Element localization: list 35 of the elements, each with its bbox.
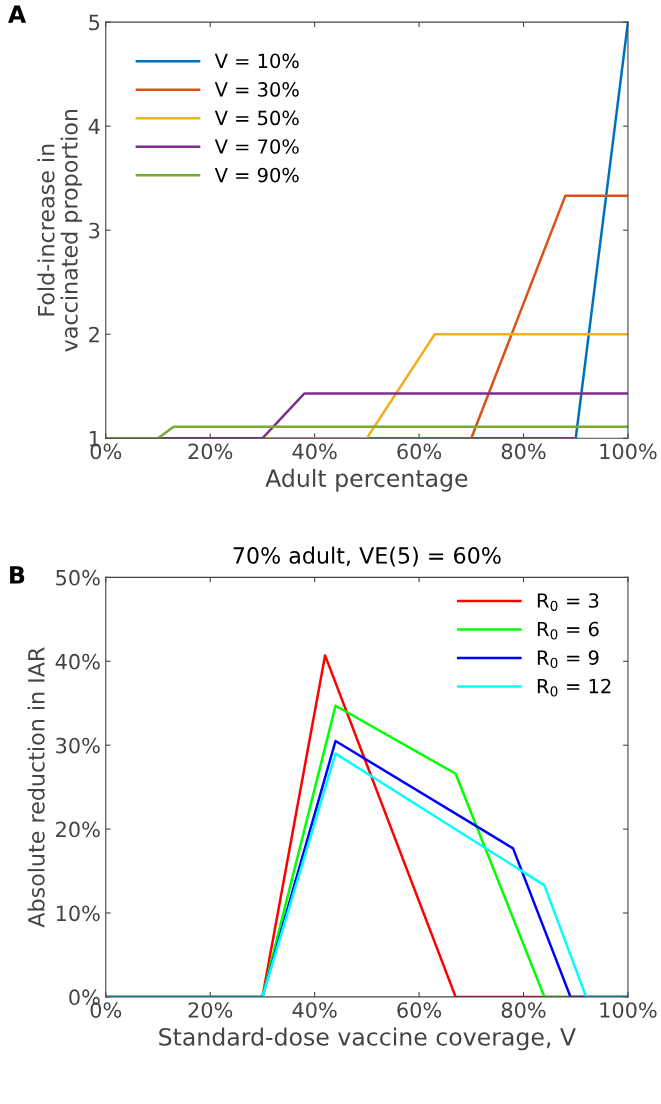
legend-label: V = 70% [214, 139, 299, 154]
legend-label: V = 10% [214, 53, 299, 69]
x-axis-title: Adult percentage [265, 468, 468, 492]
y-tick-label: 3 [89, 222, 100, 239]
x-tick-label: 40% [292, 1002, 337, 1018]
y-tick-label: 30% [56, 737, 100, 754]
legend-label: R$_{0}$ = 6 [537, 621, 599, 640]
text: A [8, 5, 27, 23]
y-axis-title: Absolute reduction in IAR [27, 647, 45, 928]
y-tick-label: 10% [56, 905, 100, 922]
legend-label: V = 50% [214, 110, 299, 126]
y-axis-title: Fold-increase in vaccinated proportion [37, 109, 83, 352]
legend-label: V = 90% [214, 167, 299, 183]
x-tick-label: 100% [600, 1002, 657, 1018]
y-tick-label: 5 [89, 14, 100, 31]
y-tick-label: 20% [56, 821, 100, 838]
x-tick-label: 20% [188, 1002, 233, 1018]
x-tick-label: 80% [501, 443, 546, 460]
x-tick-label: 80% [501, 1002, 546, 1018]
y-tick-label: 50% [56, 569, 100, 586]
x-tick-label: 60% [397, 443, 442, 460]
legend-label: V = 30% [214, 82, 299, 97]
y-tick-label: 40% [55, 653, 100, 670]
chart-title: 70% adult, VE(5) = 60% [233, 546, 501, 567]
legend-label: R$_{0}$ = 9 [537, 650, 599, 669]
x-tick-label: 100% [600, 443, 657, 460]
x-tick-label: 40% [292, 443, 337, 460]
x-tick-label: 20% [188, 443, 233, 460]
y-tick-label: 2 [89, 326, 99, 343]
legend-label: R$_{0}$ = 3 [537, 593, 599, 611]
legend-label: R$_{0}$ = 12 [537, 678, 611, 697]
x-axis-title: Standard-dose vaccine coverage, V [159, 1027, 576, 1051]
x-tick-label: 60% [397, 1002, 442, 1018]
y-tick-label: 4 [88, 118, 100, 135]
text: B [10, 566, 25, 584]
